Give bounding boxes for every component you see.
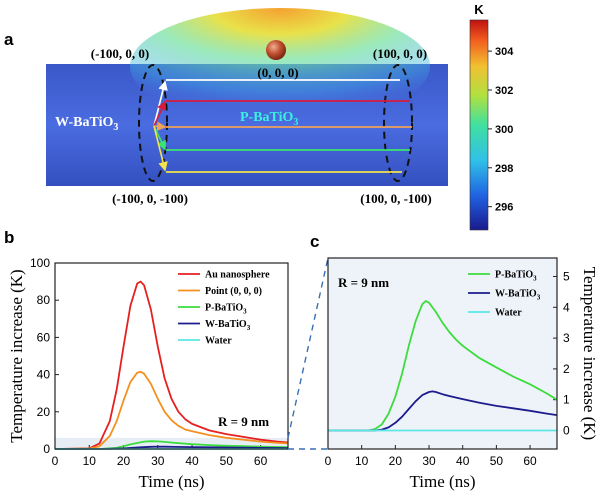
colorbar-tick-label: 296 [495, 202, 513, 214]
x-tick-label: 0 [325, 454, 332, 468]
region-w-batio3: W-BaTiO3 [55, 115, 118, 133]
legend-label-water: Water [495, 308, 522, 319]
chart-b-xlabel: Time (ns) [139, 472, 205, 491]
chart-b-legend: Au nanosphere Point (0, 0, 0) P-BaTiO3 W-Ba… [178, 270, 270, 347]
y-tick-label: 5 [563, 269, 570, 283]
panel-b: b 0 10 20 30 40 50 60 0 20 40 60 80 100 Au nanospher… [4, 228, 289, 491]
y-tick-label: 0 [43, 442, 50, 456]
au-nanosphere [266, 40, 286, 60]
x-tick-label: 60 [254, 454, 268, 468]
panel-a-label: a [4, 30, 14, 49]
x-tick-label: 0 [52, 454, 59, 468]
x-tick-label: 20 [117, 454, 131, 468]
x-tick-label: 60 [523, 454, 537, 468]
x-tick-label: 50 [220, 454, 234, 468]
x-tick-label: 40 [456, 454, 470, 468]
chart-b-annotation: R = 9 nm [218, 414, 269, 429]
point-label-center: (0, 0, 0) [257, 65, 298, 80]
y-tick-label: 2 [563, 362, 570, 376]
chart-c-frame [327, 257, 558, 450]
series-line-w [54, 445, 289, 450]
arrow-green [153, 125, 166, 151]
panel-c: c 0 10 20 30 40 50 60 0 1 2 3 4 5 P-BaTiO3 W-BaTiO3 Wa… [310, 232, 599, 491]
colorbar-tick-label: 298 [495, 163, 513, 175]
point-label-bottom-left: (-100, 0, -100) [112, 191, 188, 206]
chart-c-legend: P-BaTiO3 W-BaTiO3 Water [468, 270, 541, 319]
zoom-connector-top [287, 257, 329, 438]
colorbar-tick-label: 304 [495, 46, 514, 58]
cylinder-end-left [138, 64, 168, 182]
series-line-point [54, 370, 289, 450]
colorbar-tick-label: 302 [495, 85, 513, 97]
y-tick-label: 4 [563, 300, 570, 314]
chart-c-xlabel: Time (ns) [410, 472, 476, 491]
y-tick-label: 60 [37, 330, 51, 344]
point-label-bottom-right: (100, 0, -100) [360, 191, 432, 206]
y-tick-label: 3 [563, 331, 570, 345]
arrow-orange [153, 121, 167, 132]
colorbar-gradient [469, 19, 489, 231]
y-tick-label: 80 [37, 293, 51, 307]
x-tick-label: 10 [83, 454, 97, 468]
x-tick-label: 40 [185, 454, 199, 468]
point-label-top-left: (-100, 0, 0) [91, 46, 150, 61]
y-tick-label: 40 [37, 368, 51, 382]
y-tick-label: 1 [563, 393, 570, 407]
series-line-p [54, 440, 289, 450]
x-tick-label: 10 [355, 454, 369, 468]
legend-label-water: Water [205, 336, 232, 347]
legend-label-p: P-BaTiO3 [495, 270, 537, 283]
chart-b-ylabel: Temperature increase (K) [7, 269, 26, 442]
y-tick-label: 20 [37, 405, 51, 419]
arrow-yellow [153, 125, 168, 172]
chart-c-series [328, 300, 558, 432]
legend-label-au: Au nanosphere [205, 270, 270, 281]
colorbar-ticks: 296 298 300 302 304 [488, 46, 514, 214]
chart-b-ticks: 0 10 20 30 40 50 60 0 20 40 60 80 100 [30, 256, 268, 468]
y-tick-label: 0 [563, 424, 570, 438]
chart-c-background [328, 258, 557, 449]
chart-c-ylabel: Temperature increase (K) [580, 267, 599, 440]
chart-c-annotation: R = 9 nm [338, 275, 389, 290]
chart-b-frame [54, 262, 289, 450]
cylinder-end-right [383, 64, 413, 182]
colorbar-tick-label: 300 [495, 124, 513, 136]
series-line-p [328, 300, 558, 432]
panel-b-label: b [4, 228, 14, 247]
legend-label-p: P-BaTiO3 [205, 303, 247, 316]
chart-c-ticks: 0 10 20 30 40 50 60 0 1 2 3 4 5 [325, 269, 570, 468]
legend-label-w: W-BaTiO3 [495, 289, 541, 302]
y-tick-label: 100 [30, 256, 50, 270]
point-label-top-right: (100, 0, 0) [373, 46, 427, 61]
series-line-w [328, 390, 558, 432]
x-tick-label: 30 [422, 454, 436, 468]
panel-a: a (-100, 0, 0) (100, 0, 0) (0, 0, 0) (-1… [4, 2, 514, 231]
heat-hotspot [130, 8, 430, 124]
region-p-batio3: P-BaTiO3 [240, 110, 298, 128]
series-line-au [54, 280, 289, 450]
colorbar: K 296 298 300 302 304 [469, 2, 514, 231]
x-tick-label: 30 [151, 454, 165, 468]
legend-label-w: W-BaTiO3 [205, 319, 251, 332]
panel-c-label: c [310, 232, 319, 251]
x-tick-label: 50 [490, 454, 504, 468]
colorbar-unit: K [474, 2, 484, 17]
ray-lines [153, 79, 412, 173]
arrow-red [153, 100, 167, 127]
x-tick-label: 20 [389, 454, 403, 468]
legend-label-point: Point (0, 0, 0) [205, 286, 262, 297]
